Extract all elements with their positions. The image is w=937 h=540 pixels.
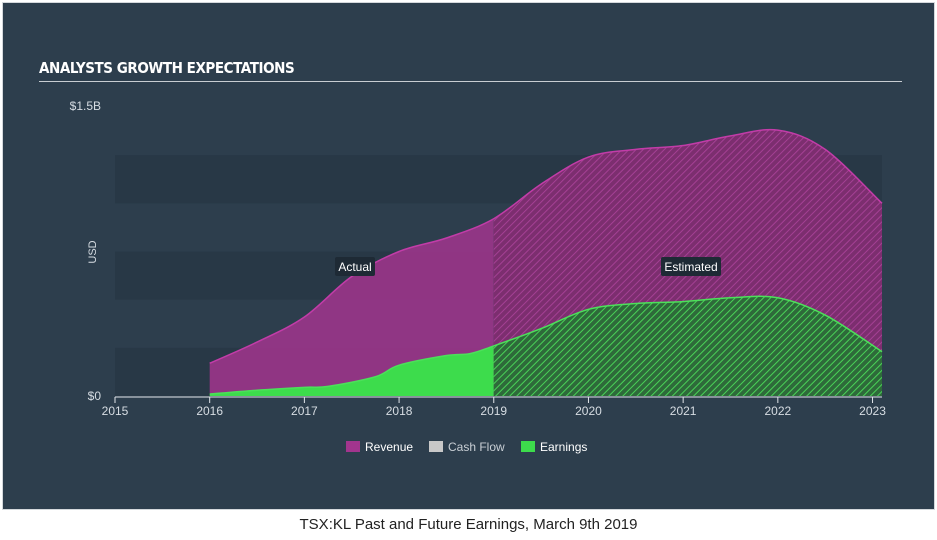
- x-tick-label: 2015: [102, 404, 129, 418]
- chart-title: ANALYSTS GROWTH EXPECTATIONS: [39, 59, 295, 77]
- actual-annotation: Actual: [335, 257, 375, 276]
- revenue-actual-area: [209, 218, 494, 396]
- estimated-label-bg: [661, 257, 721, 276]
- x-tick-label: 2019: [480, 404, 507, 418]
- earnings-estimated-area: [493, 296, 882, 396]
- legend-label-revenue[interactable]: Revenue: [365, 440, 413, 454]
- legend-swatch-earnings[interactable]: [521, 441, 535, 452]
- estimated-annotation: Estimated: [661, 257, 721, 276]
- x-tick-label: 2017: [291, 404, 318, 418]
- earnings-actual-area: [209, 345, 494, 396]
- earnings-series-line: [209, 295, 883, 395]
- area-chart: 2015 2016 2017 2018 2019 2020 2021 2022 2023 $1.…: [70, 99, 887, 454]
- legend-label-cash-flow[interactable]: Cash Flow: [448, 440, 505, 454]
- actual-label: Actual: [338, 260, 371, 274]
- legend-swatch-cash-flow[interactable]: [429, 441, 443, 452]
- x-axis-ticks: 2015 2016 2017 2018 2019 2020 2021 2022 2023: [102, 397, 886, 418]
- x-tick-label: 2016: [196, 404, 223, 418]
- revenue-series-line: [209, 128, 883, 364]
- x-tick-label: 2018: [386, 404, 413, 418]
- estimated-label: Estimated: [664, 260, 717, 274]
- y-axis-label: USD: [87, 240, 99, 263]
- y-tick-label-zero: $0: [88, 389, 102, 403]
- x-tick-label: 2023: [859, 404, 886, 418]
- figure-caption: TSX:KL Past and Future Earnings, March 9…: [299, 516, 638, 533]
- y-tick-label-max: $1.5B: [70, 99, 101, 113]
- chart-legend: Revenue Cash Flow Earnings: [346, 440, 587, 454]
- x-tick-label: 2021: [670, 404, 697, 418]
- legend-swatch-revenue[interactable]: [346, 441, 360, 452]
- x-tick-label: 2022: [764, 404, 791, 418]
- actual-label-bg: [335, 257, 375, 276]
- title-divider: [39, 81, 902, 82]
- x-tick-label: 2020: [575, 404, 602, 418]
- legend-label-earnings[interactable]: Earnings: [540, 440, 587, 454]
